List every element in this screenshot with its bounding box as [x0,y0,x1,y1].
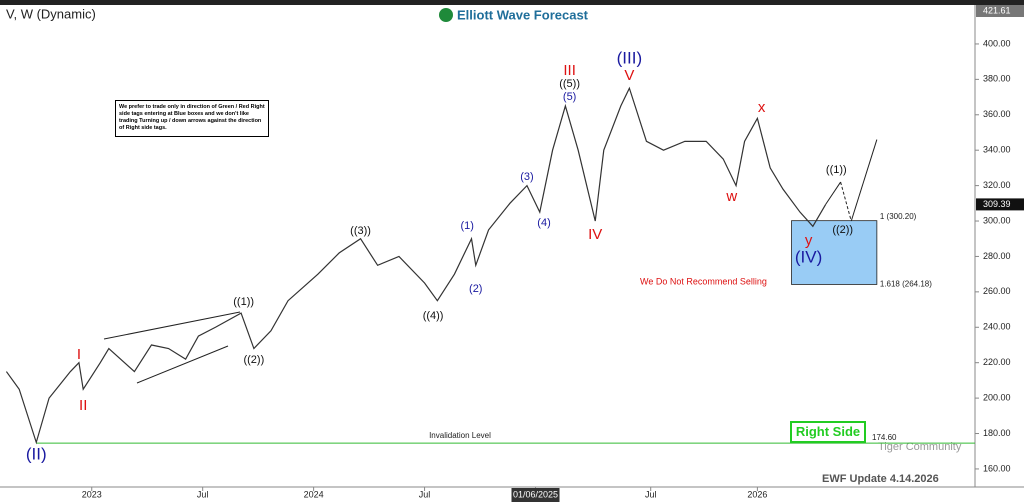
price-tag [976,5,1024,17]
wave-label: (II) [26,444,47,463]
wave-label: V [624,67,634,84]
projection [840,181,852,222]
wave-label: (1) [461,220,474,232]
y-tick-label: 400.00 [983,38,1011,48]
wave-label: (4) [537,217,550,229]
brand: Elliott Wave Forecast [457,7,589,22]
x-tick-label: 2026 [747,489,767,499]
box-label: 1 (300.20) [880,212,917,221]
price-tag [976,198,1024,211]
watermark: Tiger Community [878,441,962,453]
y-tick-label: 220.00 [983,357,1011,367]
wave-label: w [725,188,737,205]
y-tick-label: 300.00 [983,215,1011,225]
x-tick-highlight [511,488,560,502]
note: We prefer to trade only in direction of … [115,100,269,137]
top-bar [0,0,1024,5]
y-tick-label: 180.00 [983,428,1011,438]
wave-label: (5) [563,91,576,103]
box-label: 1.618 (264.18) [880,280,932,289]
price-tag-label: 421.61 [983,5,1011,15]
wave-label: ((5)) [559,78,580,90]
wave-label: ((4)) [423,310,444,322]
projection [850,139,878,222]
logo-icon [439,8,453,22]
wave-label: IV [588,226,602,243]
target-box [791,220,878,285]
trendline [103,311,241,340]
y-tick-label: 160.00 [983,463,1011,473]
wave-label: (III) [617,48,643,67]
wave-label: ((3)) [350,225,371,237]
wave-label: (2) [469,283,482,295]
wave-label: (IV) [795,247,822,266]
y-tick-label: 260.00 [983,286,1011,296]
wave-label: y [805,232,813,249]
wave-label: ((1)) [233,296,254,308]
warning: We Do Not Recommend Selling [640,276,767,286]
y-tick-label: 320.00 [983,180,1011,190]
price-tag-label: 309.39 [983,199,1011,209]
wave-label: III [563,62,576,79]
wave-label: x [758,99,766,116]
price-line [5,86,827,445]
y-tick-label: 360.00 [983,109,1011,119]
x-tick-label: 2023 [82,489,102,499]
wave-label: I [77,346,81,363]
y-tick-label: 240.00 [983,322,1011,332]
wave-label: II [79,397,87,414]
x-tick-label: Jul [419,489,431,499]
y-tick-label: 380.00 [983,74,1011,84]
x-tick-label: 2024 [304,489,324,499]
invalidation-text: Invalidation Level [429,431,491,440]
wave-label: (3) [520,171,533,183]
y-tick-label: 340.00 [983,145,1011,155]
wave-label: ((2)) [243,354,264,366]
chart-title: V, W (Dynamic) [6,6,96,21]
invalidation-value: 174.60 [872,433,897,442]
wave-label: ((1)) [826,164,847,176]
x-tick-label: Jul [645,489,657,499]
trendline [136,345,229,384]
x-tick-label: 01/06/2025 [513,489,558,499]
wave-label: ((2)) [832,224,853,236]
x-tick-label: Jul [197,489,209,499]
footer: EWF Update 4.14.2026 [822,473,939,485]
y-tick-label: 280.00 [983,251,1011,261]
projection [825,181,842,205]
y-tick-label: 200.00 [983,392,1011,402]
right-side-tag: Right Side [790,421,866,443]
